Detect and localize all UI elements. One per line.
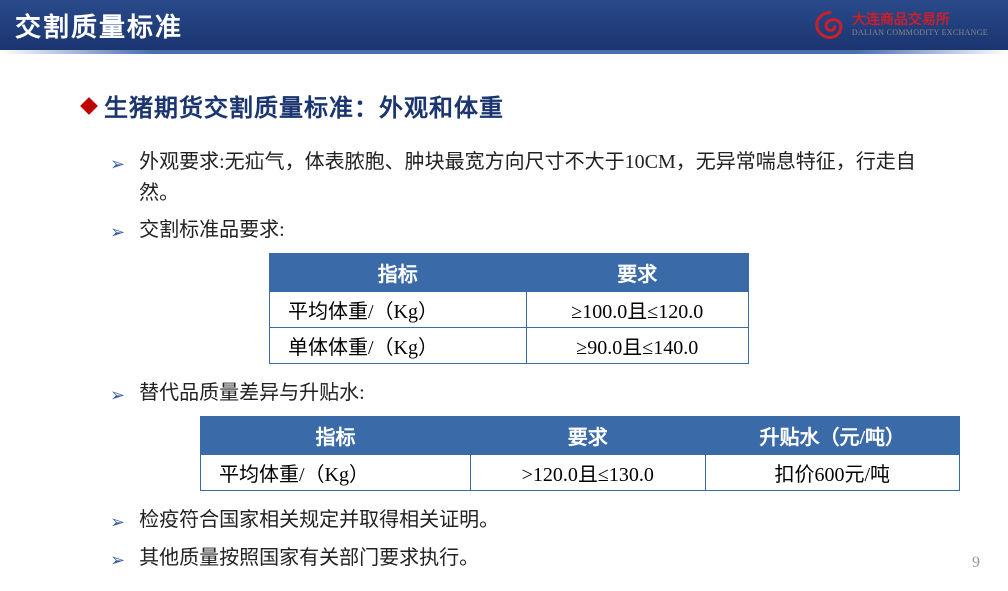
table-header: 指标 <box>201 416 471 454</box>
table-header: 指标 <box>270 253 527 291</box>
table-cell: 平均体重/（Kg） <box>270 291 527 327</box>
bullet-item-substitute: ➢ 替代品质量差异与升贴水: <box>110 378 938 410</box>
table-row: 平均体重/（Kg） ≥100.0且≤120.0 <box>270 291 749 327</box>
table-cell: 单体体重/（Kg） <box>270 327 527 363</box>
table-header: 要求 <box>526 253 748 291</box>
header-underline <box>0 50 1008 54</box>
table-header: 升贴水（元/吨） <box>705 416 959 454</box>
table-header: 要求 <box>470 416 705 454</box>
logo-subtext: DALIAN COMMODITY EXCHANGE <box>852 28 988 37</box>
bullet-item-other: ➢ 其他质量按照国家有关部门要求执行。 <box>110 543 938 575</box>
bullet-list: ➢ 检疫符合国家相关规定并取得相关证明。 ➢ 其他质量按照国家有关部门要求执行。 <box>80 505 938 575</box>
arrow-icon: ➢ <box>110 547 125 575</box>
substitute-premium-table: 指标 要求 升贴水（元/吨） 平均体重/（Kg） >120.0且≤130.0 扣… <box>200 416 960 491</box>
logo-swirl-icon <box>814 11 846 39</box>
bullet-item-appearance: ➢ 外观要求:无疝气，体表脓胞、肿块最宽方向尺寸不大于10CM，无异常喘息特征，… <box>110 147 938 209</box>
table-row: 平均体重/（Kg） >120.0且≤130.0 扣价600元/吨 <box>201 454 960 490</box>
bullet-text: 检疫符合国家相关规定并取得相关证明。 <box>139 505 938 536</box>
table-cell: 扣价600元/吨 <box>705 454 959 490</box>
bullet-text: 其他质量按照国家有关部门要求执行。 <box>139 543 938 574</box>
bullet-item-standard: ➢ 交割标准品要求: <box>110 215 938 247</box>
bullet-text: 交割标准品要求: <box>139 215 938 246</box>
standard-requirements-table: 指标 要求 平均体重/（Kg） ≥100.0且≤120.0 单体体重/（Kg） … <box>269 253 749 364</box>
arrow-icon: ➢ <box>110 382 125 410</box>
table-header-row: 指标 要求 <box>270 253 749 291</box>
bullet-text: 外观要求:无疝气，体表脓胞、肿块最宽方向尺寸不大于10CM，无异常喘息特征，行走… <box>139 147 938 209</box>
arrow-icon: ➢ <box>110 509 125 537</box>
diamond-bullet-icon <box>80 97 98 115</box>
arrow-icon: ➢ <box>110 151 125 179</box>
header-title: 交割质量标准 <box>15 7 183 44</box>
slide-content: 生猪期货交割质量标准：外观和体重 ➢ 外观要求:无疝气，体表脓胞、肿块最宽方向尺… <box>0 58 1008 591</box>
section-title-row: 生猪期货交割质量标准：外观和体重 <box>80 88 938 123</box>
page-number: 9 <box>972 554 980 572</box>
table-row: 单体体重/（Kg） ≥90.0且≤140.0 <box>270 327 749 363</box>
table-header-row: 指标 要求 升贴水（元/吨） <box>201 416 960 454</box>
table-cell: 平均体重/（Kg） <box>201 454 471 490</box>
bullet-item-quarantine: ➢ 检疫符合国家相关规定并取得相关证明。 <box>110 505 938 537</box>
bullet-list: ➢ 外观要求:无疝气，体表脓胞、肿块最宽方向尺寸不大于10CM，无异常喘息特征，… <box>80 147 938 247</box>
slide-header: 交割质量标准 大连商品交易所 DALIAN COMMODITY EXCHANGE <box>0 0 1008 50</box>
table-cell: >120.0且≤130.0 <box>470 454 705 490</box>
bullet-text: 替代品质量差异与升贴水: <box>139 378 938 409</box>
bullet-list: ➢ 替代品质量差异与升贴水: <box>80 378 938 410</box>
table-cell: ≥100.0且≤120.0 <box>526 291 748 327</box>
logo-text: 大连商品交易所 <box>852 13 988 28</box>
arrow-icon: ➢ <box>110 219 125 247</box>
section-title: 生猪期货交割质量标准：外观和体重 <box>104 88 504 123</box>
table-cell: ≥90.0且≤140.0 <box>526 327 748 363</box>
exchange-logo: 大连商品交易所 DALIAN COMMODITY EXCHANGE <box>814 11 988 39</box>
